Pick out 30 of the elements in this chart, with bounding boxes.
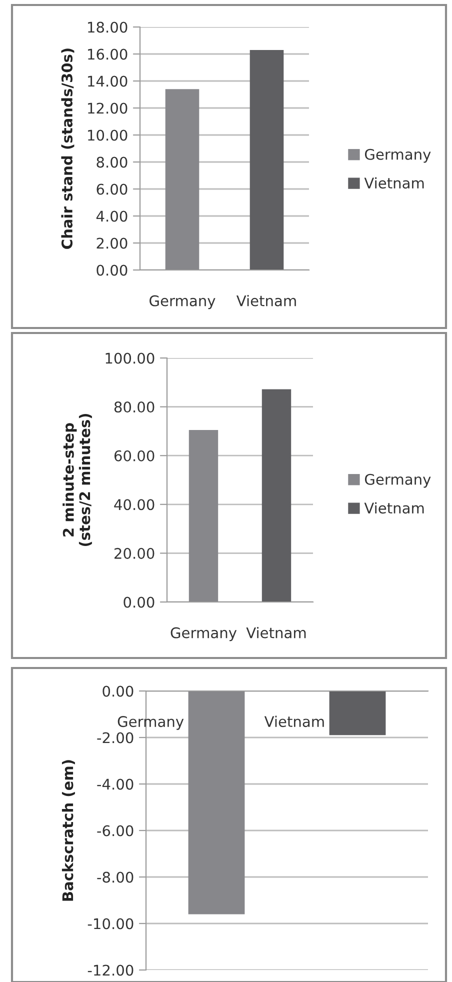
y-tick-label: 20.00 bbox=[114, 548, 154, 559]
y-tick-label: -8.00 bbox=[97, 872, 134, 883]
y-tick-label: -10.00 bbox=[88, 918, 134, 930]
y-tick-label: 16.00 bbox=[88, 48, 128, 60]
y-tick-label: 60.00 bbox=[114, 450, 154, 462]
y-tick-label: 0.00 bbox=[96, 264, 128, 276]
y-tick-label: 0.00 bbox=[102, 686, 134, 697]
y-tick-label: -2.00 bbox=[97, 732, 134, 744]
y-axis-title: 2 minute-step (stes/2 minutes) bbox=[62, 414, 92, 546]
y-tick-label: -12.00 bbox=[88, 964, 134, 976]
y-tick-label: -6.00 bbox=[97, 825, 134, 836]
y-tick-label: 0.00 bbox=[124, 596, 154, 608]
y-axis-title: Chair stand (stands/30s) bbox=[61, 48, 74, 249]
y-tick-label: 10.00 bbox=[88, 130, 128, 141]
y-tick-label: 12.00 bbox=[88, 102, 128, 114]
legend-label: Germany bbox=[364, 148, 431, 163]
y-tick-label: 40.00 bbox=[114, 499, 154, 510]
y-tick-label: 4.00 bbox=[96, 210, 128, 222]
y-axis-title: Backscratch (em) bbox=[62, 760, 75, 901]
y-tick-label: -4.00 bbox=[97, 778, 134, 790]
y-tick-label: 8.00 bbox=[96, 156, 128, 168]
legend-label: Germany bbox=[364, 474, 431, 488]
y-tick-label: 2.00 bbox=[96, 238, 128, 249]
y-tick-label: 6.00 bbox=[96, 184, 128, 195]
legend-label: Vietnam bbox=[364, 177, 424, 189]
y-tick-label: 100.00 bbox=[106, 352, 154, 364]
y-tick-label: 18.00 bbox=[88, 22, 128, 33]
y-tick-label: 14.00 bbox=[88, 76, 128, 87]
legend-label: Vietnam bbox=[364, 502, 424, 514]
y-tick-label: 80.00 bbox=[114, 402, 154, 413]
